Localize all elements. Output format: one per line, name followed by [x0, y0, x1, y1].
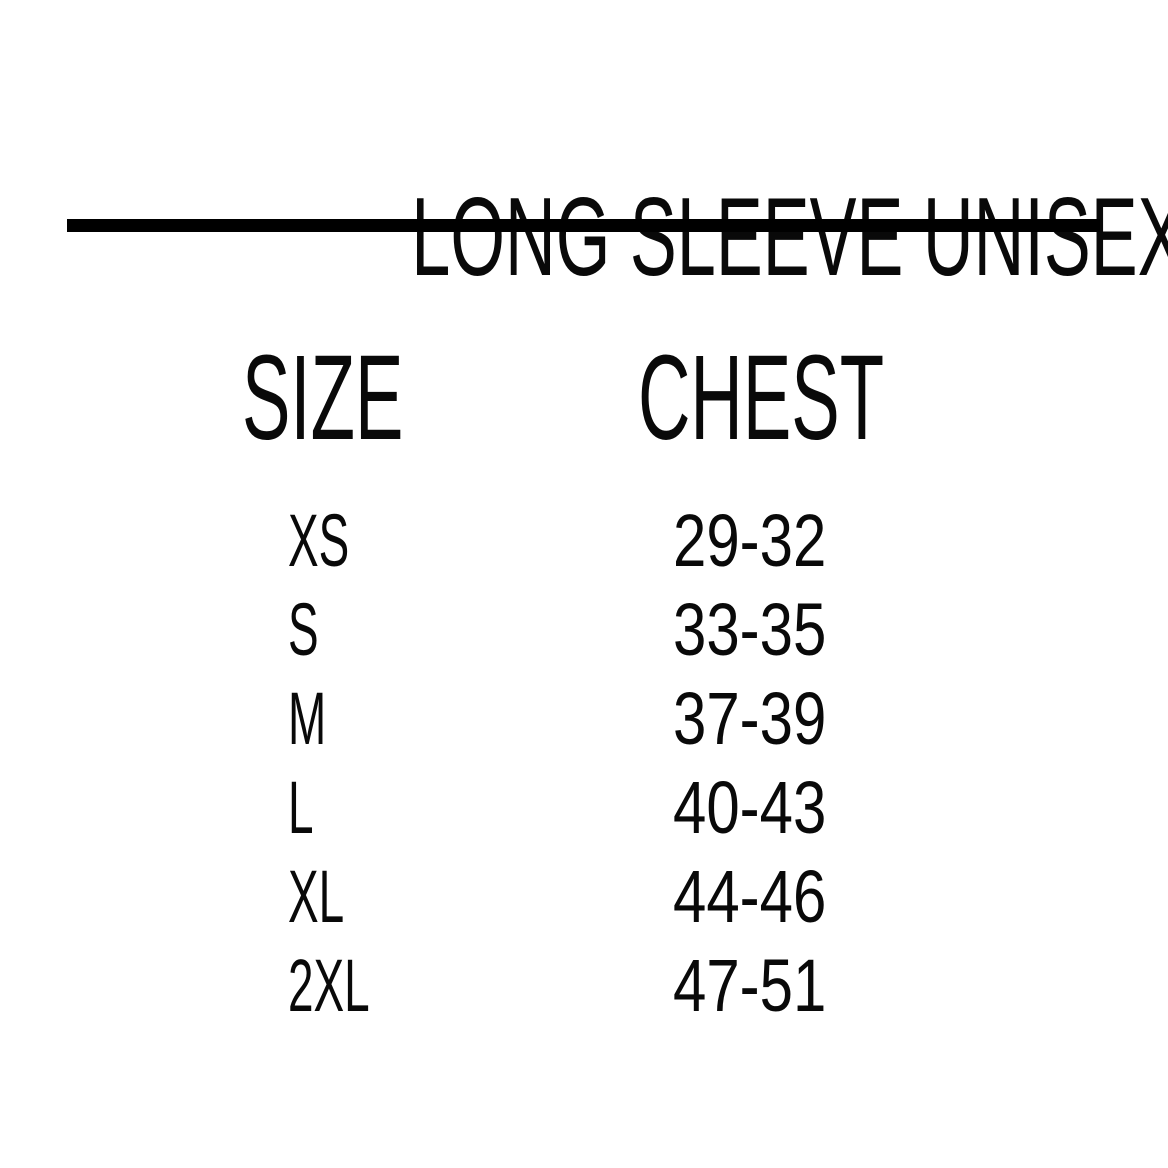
size-value: 2XL — [288, 944, 370, 1027]
chest-value: 40-43 — [673, 766, 827, 849]
size-value: XS — [288, 499, 350, 582]
size-value: XL — [288, 855, 345, 938]
chest-cell: 29-32 — [673, 504, 862, 578]
table-row: S 33-35 — [0, 593, 1168, 667]
column-header-chest: CHEST — [638, 337, 1048, 458]
chest-value: 37-39 — [673, 677, 827, 760]
chest-cell: 47-51 — [673, 949, 862, 1023]
page-title: LONG SLEEVE UNISEX TEES — [0, 71, 1168, 404]
size-cell: S — [288, 593, 337, 667]
chest-cell: 44-46 — [673, 860, 862, 934]
column-header-size-label: SIZE — [242, 329, 404, 465]
size-value: S — [288, 588, 319, 671]
chest-cell: 40-43 — [673, 771, 862, 845]
table-row: L 40-43 — [0, 771, 1168, 845]
table-row: M 37-39 — [0, 682, 1168, 756]
size-cell: 2XL — [288, 949, 420, 1023]
table-row: XS 29-32 — [0, 504, 1168, 578]
chest-value: 44-46 — [673, 855, 827, 938]
column-header-size: SIZE — [242, 337, 511, 458]
table-row: XL 44-46 — [0, 860, 1168, 934]
chest-value: 29-32 — [673, 499, 827, 582]
size-cell: XS — [288, 504, 387, 578]
size-cell: XL — [288, 860, 379, 934]
chest-value: 47-51 — [673, 944, 827, 1027]
chest-cell: 33-35 — [673, 593, 862, 667]
size-cell: M — [288, 682, 350, 756]
chest-value: 33-35 — [673, 588, 827, 671]
size-value: M — [288, 677, 327, 760]
title-divider — [67, 219, 1100, 232]
size-value: L — [288, 766, 314, 849]
size-cell: L — [288, 771, 329, 845]
chest-cell: 37-39 — [673, 682, 862, 756]
column-header-chest-label: CHEST — [638, 329, 885, 465]
page-title-text: LONG SLEEVE UNISEX TEES — [411, 175, 1168, 299]
table-row: 2XL 47-51 — [0, 949, 1168, 1023]
